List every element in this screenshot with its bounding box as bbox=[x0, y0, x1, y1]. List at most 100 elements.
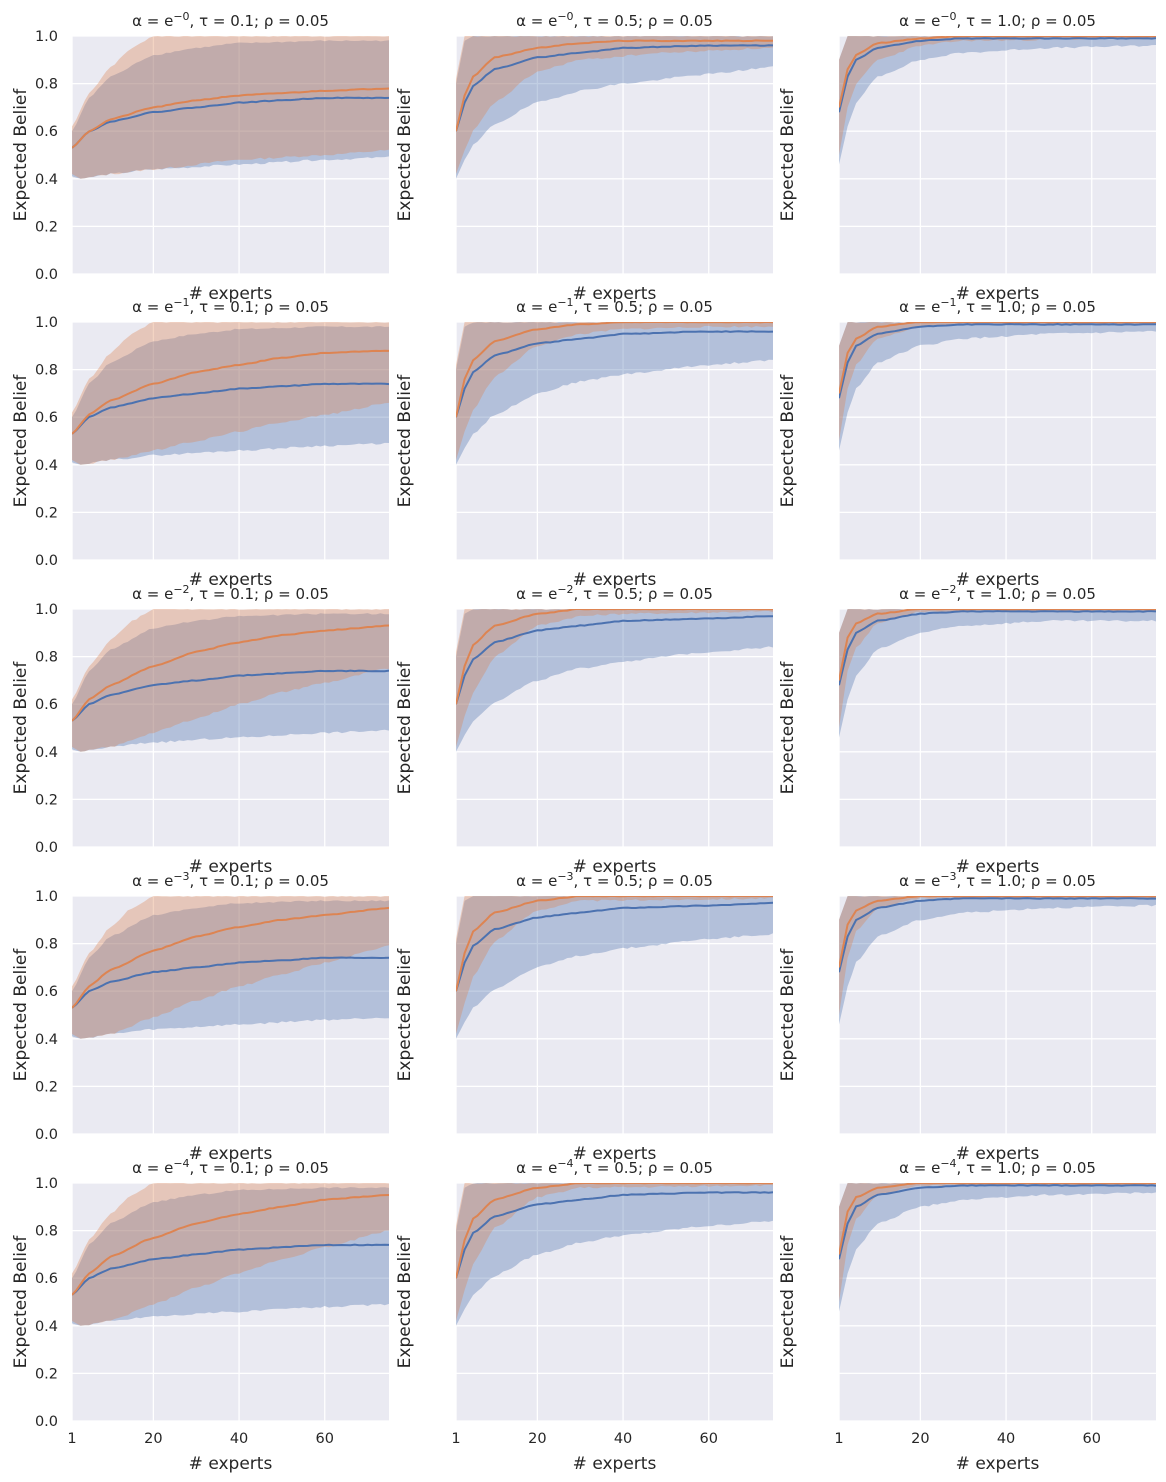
y-tick-label: 0.2 bbox=[35, 1079, 58, 1095]
mean-line-series-orange bbox=[72, 906, 389, 1009]
plot-background bbox=[72, 36, 389, 274]
y-tick-label: 0.2 bbox=[35, 219, 58, 235]
mean-line-series-blue bbox=[456, 615, 773, 705]
mean-line-series-blue bbox=[839, 1184, 1156, 1260]
confidence-band-series-blue bbox=[839, 896, 1156, 1025]
confidence-band-series-orange bbox=[839, 896, 1156, 1015]
mean-line-series-blue bbox=[839, 897, 1156, 973]
subplot-r5-c1: α = e−4, τ = 0.1; ρ = 0.05 0.0 0.2 0.4 0.6 0.… bbox=[11, 1157, 389, 1474]
subplot-r2-c3: α = e−1, τ = 1.0; ρ = 0.05 Expected Belie… bbox=[778, 296, 1156, 590]
y-axis-label: Expected Belief bbox=[11, 374, 31, 508]
x-axis-label: # experts bbox=[573, 570, 657, 590]
y-axis-label: Expected Belief bbox=[395, 88, 415, 222]
y-tick-label: 0.4 bbox=[35, 172, 58, 188]
plot-background bbox=[72, 322, 389, 560]
y-axis-label: Expected Belief bbox=[778, 948, 798, 1082]
mean-line-series-blue bbox=[839, 37, 1156, 113]
mean-line-series-blue bbox=[72, 96, 389, 149]
y-axis-label: Expected Belief bbox=[395, 661, 415, 795]
x-axis-label: # experts bbox=[956, 857, 1040, 877]
y-axis-label: Expected Belief bbox=[11, 88, 31, 222]
confidence-band-series-blue bbox=[72, 1187, 389, 1326]
y-tick-label: 0.8 bbox=[35, 363, 58, 379]
mean-line-series-blue bbox=[72, 382, 389, 435]
subplot-title: α = e−3, τ = 1.0; ρ = 0.05 bbox=[899, 870, 1096, 890]
y-axis-label: Expected Belief bbox=[395, 374, 415, 508]
plot-background bbox=[72, 1183, 389, 1421]
x-tick-label: 20 bbox=[911, 1431, 929, 1447]
y-tick-label: 0.0 bbox=[35, 1127, 58, 1143]
plot-area bbox=[456, 1183, 773, 1326]
confidence-band-series-orange bbox=[456, 322, 773, 460]
y-tick-label: 0.0 bbox=[35, 553, 58, 569]
y-tick-label: 1.0 bbox=[35, 315, 58, 331]
plot-background bbox=[839, 322, 1156, 560]
y-tick-label: 0.2 bbox=[35, 505, 58, 521]
subplot-title: α = e−2, τ = 1.0; ρ = 0.05 bbox=[899, 583, 1096, 603]
mean-line-series-orange bbox=[72, 87, 389, 149]
confidence-band-series-blue bbox=[456, 609, 773, 752]
confidence-band-series-blue bbox=[72, 900, 389, 1039]
confidence-band-series-orange bbox=[456, 896, 773, 1034]
y-tick-label: 0.0 bbox=[35, 840, 58, 856]
x-axis-label: # experts bbox=[956, 284, 1040, 304]
mean-line-series-orange bbox=[839, 322, 1156, 394]
confidence-band-series-blue bbox=[839, 322, 1156, 451]
confidence-band-series-blue bbox=[839, 609, 1156, 738]
confidence-band-series-blue bbox=[456, 896, 773, 1039]
y-tick-label: 0.6 bbox=[35, 410, 58, 426]
subplot-r4-c1: α = e−3, τ = 0.1; ρ = 0.05 0.0 0.2 0.4 0.6 0.… bbox=[11, 870, 389, 1164]
subplot-title: α = e−3, τ = 0.1; ρ = 0.05 bbox=[132, 870, 329, 890]
y-tick-label: 0.8 bbox=[35, 650, 58, 666]
plot-background bbox=[839, 896, 1156, 1134]
subplot-title: α = e−0, τ = 0.5; ρ = 0.05 bbox=[516, 10, 713, 30]
mean-line-series-orange bbox=[456, 39, 773, 132]
y-axis-label: Expected Belief bbox=[778, 661, 798, 795]
confidence-band-series-blue bbox=[72, 613, 389, 752]
y-axis-label: Expected Belief bbox=[778, 1235, 798, 1369]
confidence-band-series-blue bbox=[72, 40, 389, 179]
x-tick-label: 60 bbox=[700, 1431, 718, 1447]
confidence-band-series-orange bbox=[456, 609, 773, 747]
plot-area bbox=[72, 322, 389, 465]
x-tick-label: 20 bbox=[144, 1431, 162, 1447]
mean-line-series-orange bbox=[72, 1194, 389, 1296]
plot-area bbox=[72, 896, 389, 1039]
confidence-band-series-blue bbox=[456, 36, 773, 179]
mean-line-series-blue bbox=[72, 669, 389, 722]
x-tick-label: 60 bbox=[1083, 1431, 1101, 1447]
y-tick-label: 1.0 bbox=[35, 1176, 58, 1192]
y-tick-label: 0.4 bbox=[35, 458, 58, 474]
subplot-r3-c2: α = e−2, τ = 0.5; ρ = 0.05 Expected Belie… bbox=[395, 583, 773, 877]
y-axis-label: Expected Belief bbox=[11, 948, 31, 1082]
confidence-band-series-orange bbox=[839, 36, 1156, 155]
subplot-r3-c1: α = e−2, τ = 0.1; ρ = 0.05 0.0 0.2 0.4 0.6 0.… bbox=[11, 583, 389, 877]
plot-area bbox=[839, 609, 1156, 738]
mean-line-series-blue bbox=[72, 956, 389, 1009]
plot-area bbox=[72, 609, 389, 752]
plot-area bbox=[456, 609, 773, 752]
plot-background bbox=[456, 36, 773, 274]
y-tick-label: 1.0 bbox=[35, 602, 58, 618]
y-tick-label: 0.8 bbox=[35, 1224, 58, 1240]
x-axis-label: # experts bbox=[573, 1454, 657, 1474]
subplot-r5-c3: α = e−4, τ = 1.0; ρ = 0.05 1 20 40 60 Expecte… bbox=[778, 1157, 1156, 1474]
plot-background bbox=[839, 1183, 1156, 1421]
y-tick-label: 0.4 bbox=[35, 1032, 58, 1048]
subplot-r2-c1: α = e−1, τ = 0.1; ρ = 0.05 0.0 0.2 0.4 0.6 0.… bbox=[11, 296, 389, 590]
y-tick-label: 1.0 bbox=[35, 29, 58, 45]
x-tick-label: 1 bbox=[451, 1431, 460, 1447]
x-axis-label: # experts bbox=[189, 857, 273, 877]
subplot-r4-c2: α = e−3, τ = 0.5; ρ = 0.05 Expected Belie… bbox=[395, 870, 773, 1164]
x-axis-label: # experts bbox=[573, 1144, 657, 1164]
subplot-r1-c3: α = e−0, τ = 1.0; ρ = 0.05 Expected Belie… bbox=[778, 10, 1156, 304]
y-tick-label: 0.2 bbox=[35, 792, 58, 808]
mean-line-series-orange bbox=[839, 1183, 1156, 1255]
subplot-title: α = e−3, τ = 0.5; ρ = 0.05 bbox=[516, 870, 713, 890]
mean-line-series-orange bbox=[456, 896, 773, 992]
plot-area bbox=[456, 36, 773, 179]
y-axis-label: Expected Belief bbox=[778, 374, 798, 508]
x-axis-label: # experts bbox=[189, 284, 273, 304]
confidence-band-series-blue bbox=[839, 1183, 1156, 1312]
